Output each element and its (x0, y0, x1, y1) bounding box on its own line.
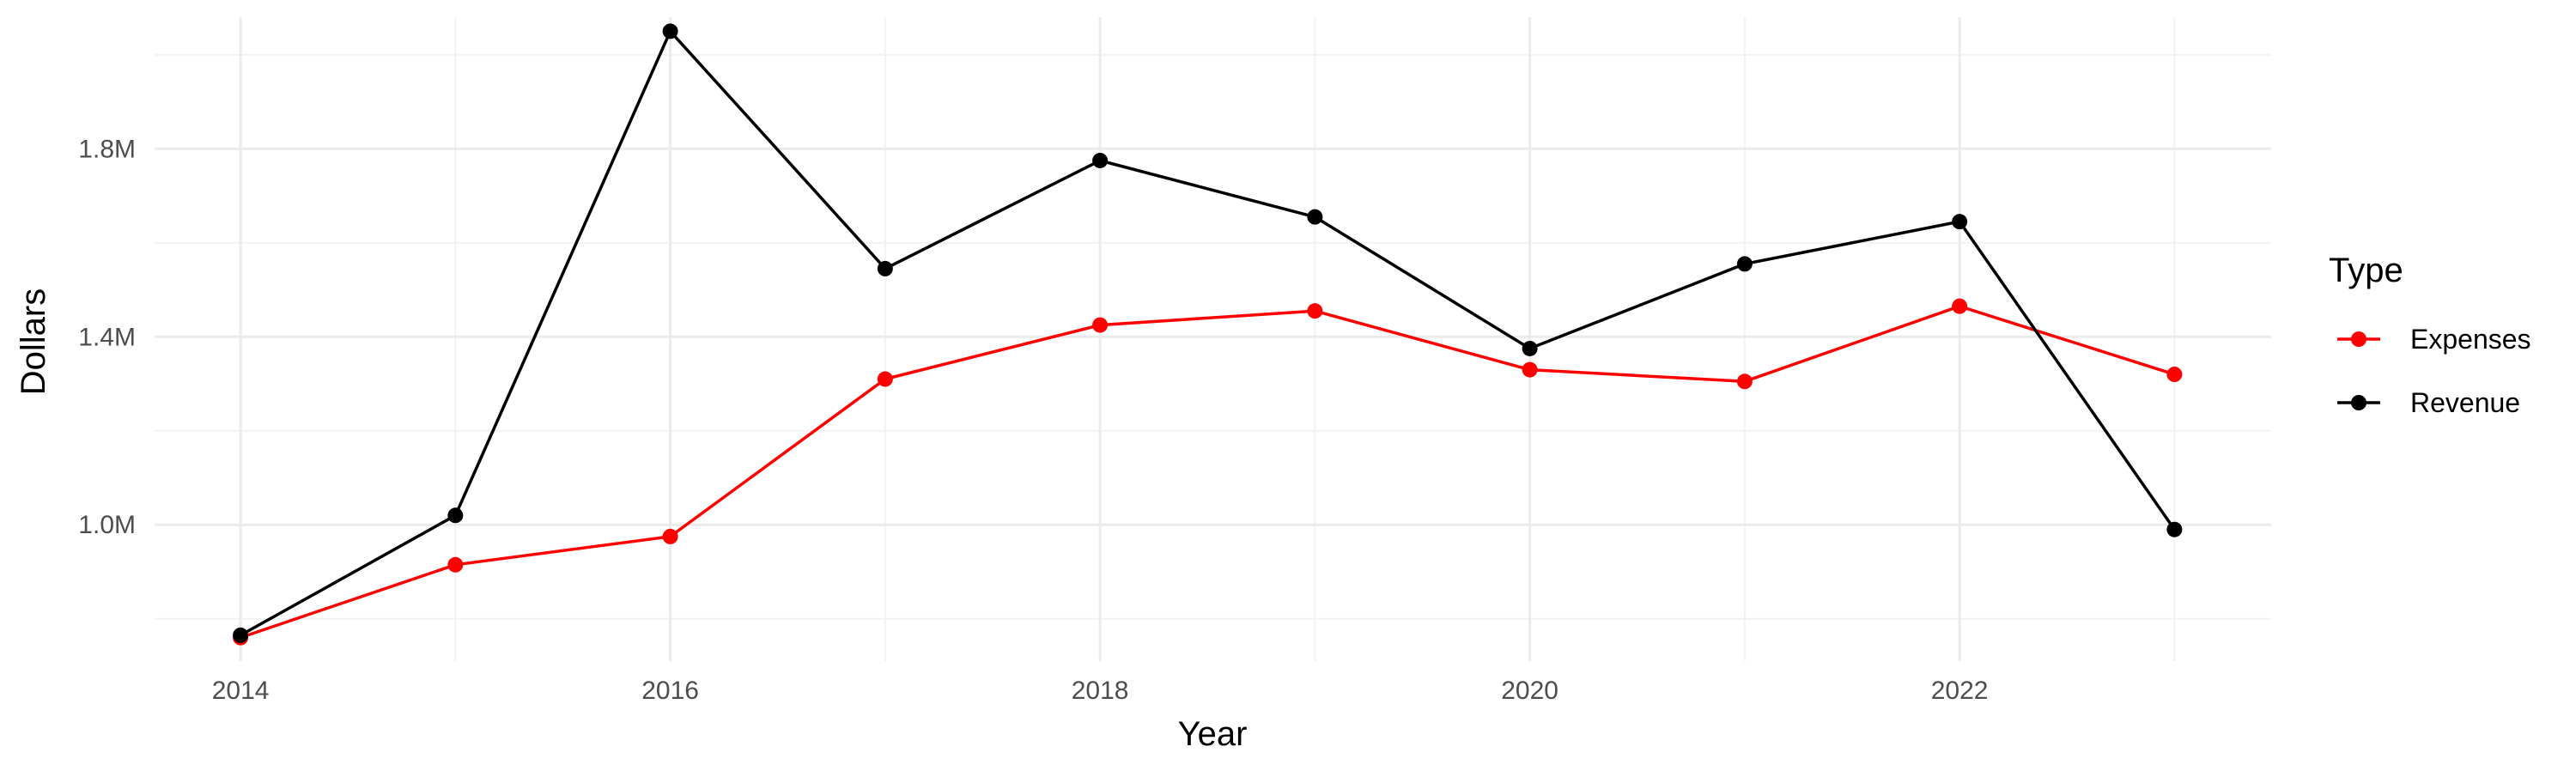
revenue-point (1952, 214, 1968, 230)
x-tick-label: 2018 (1072, 677, 1129, 705)
expenses-point (1307, 303, 1323, 319)
legend-key-point (2351, 331, 2366, 347)
y-tick-label: 1.0M (78, 511, 136, 539)
legend-item-revenue: Revenue (2337, 387, 2520, 418)
expenses-point (447, 556, 464, 573)
expenses-point (1736, 373, 1753, 390)
expenses-point (662, 528, 678, 544)
grid (155, 17, 2271, 661)
legend-label-revenue: Revenue (2410, 387, 2520, 418)
expenses-point (1952, 298, 1968, 314)
revenue-point (1307, 209, 1323, 225)
revenue-point (1736, 256, 1753, 272)
legend-title: Type (2329, 252, 2403, 289)
x-tick-label: 2014 (212, 677, 270, 705)
revenue-point (233, 627, 249, 643)
y-axis-title: Dollars (15, 288, 52, 395)
expenses-line (240, 304, 2175, 640)
expenses-point (1522, 361, 1538, 378)
legend-item-expenses: Expenses (2337, 324, 2531, 355)
expenses-point (2166, 367, 2183, 383)
revenue-point (877, 260, 893, 276)
legend: Type Expenses Revenue (2329, 252, 2531, 418)
x-tick-label: 2020 (1501, 677, 1558, 705)
x-tick-label: 2022 (1931, 677, 1989, 705)
y-tick-label: 1.4M (78, 323, 136, 351)
x-axis-title: Year (1178, 715, 1248, 753)
legend-label-expenses: Expenses (2410, 324, 2531, 355)
expenses-point (877, 371, 893, 387)
revenue-point (1522, 340, 1538, 356)
series-expenses (233, 298, 2183, 646)
series-layer (233, 23, 2183, 646)
series-revenue (233, 23, 2183, 643)
legend-key-point (2351, 395, 2366, 410)
revenue-point (2166, 521, 2183, 537)
revenue-point (1092, 152, 1109, 168)
expenses-point (1092, 317, 1109, 333)
legend-key-expenses (2337, 331, 2380, 347)
legend-key-revenue (2337, 395, 2380, 410)
revenue-point (447, 507, 464, 524)
tick-labels: 1.0M 1.4M 1.8M 2014 2016 2018 2020 2022 (78, 135, 1988, 705)
revenue-line (240, 29, 2176, 637)
revenue-point (662, 23, 678, 39)
y-tick-label: 1.8M (78, 135, 136, 163)
x-tick-label: 2016 (641, 677, 699, 705)
legend-items: Expenses Revenue (2337, 324, 2531, 418)
